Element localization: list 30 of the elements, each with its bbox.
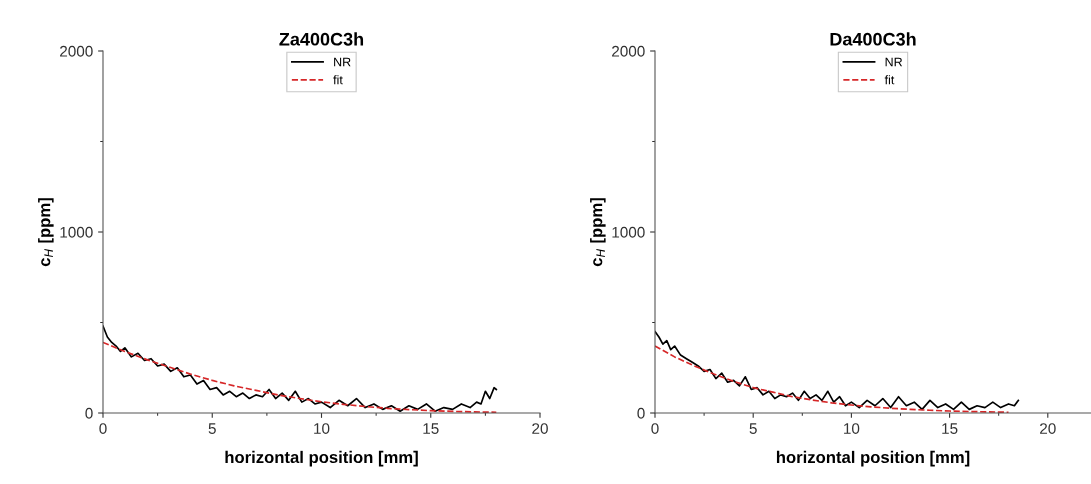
legend-label: fit (884, 75, 895, 85)
line-series (103, 325, 498, 413)
x-axis-title: horizontal position [mm] (225, 450, 418, 467)
chart-title: Za400C3h (279, 32, 364, 46)
y-tick-label: 2000 (612, 45, 645, 57)
x-tick-label: 15 (942, 423, 958, 434)
y-tick-label: 0 (637, 407, 645, 419)
y-axis-title: c$_{H}$ [ppm] (590, 198, 606, 267)
legend-label: fit (333, 75, 343, 85)
legend-label: NR (885, 57, 903, 67)
y-tick-label: 2000 (60, 45, 93, 57)
x-tick-label: 5 (208, 423, 216, 434)
x-tick-label: 20 (532, 423, 548, 434)
x-tick-label: 0 (99, 423, 107, 434)
line-series (655, 345, 1010, 413)
y-tick-label: 1000 (60, 226, 93, 238)
x-tick-label: 0 (651, 423, 659, 434)
x-tick-label: 5 (749, 423, 757, 434)
legend-label: NR (334, 57, 351, 67)
x-axis-title: horizontal position [mm] (776, 450, 970, 467)
y-tick-label: 1000 (612, 226, 645, 238)
x-tick-label: 10 (314, 423, 330, 434)
x-tick-label: 15 (423, 423, 439, 434)
line-series (103, 341, 498, 413)
x-tick-label: 10 (844, 423, 860, 434)
x-tick-label: 20 (1040, 423, 1056, 434)
y-axis-title: c$_{H}$ [ppm] (38, 198, 54, 267)
y-tick-label: 0 (85, 407, 93, 419)
line-series (655, 330, 1020, 411)
chart-title: Da400C3h (830, 32, 916, 46)
